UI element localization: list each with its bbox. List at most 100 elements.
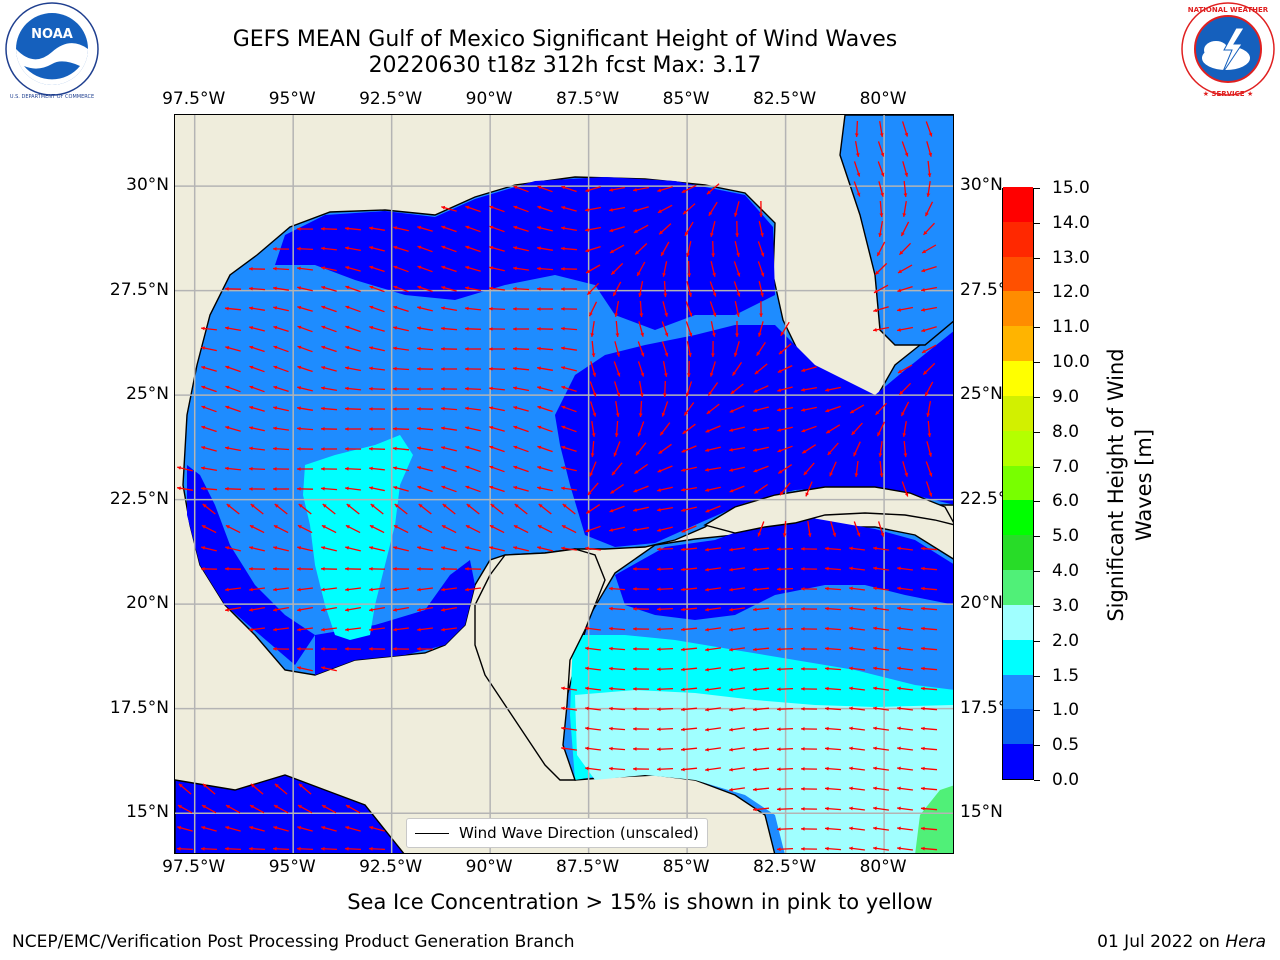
wave-direction-arrowhead	[856, 532, 861, 537]
wave-direction-arrowhead	[825, 666, 829, 671]
wave-direction-arrowhead	[921, 646, 925, 651]
wave-direction-arrowhead	[661, 252, 665, 256]
wave-direction-arrowhead	[825, 746, 829, 751]
wave-direction-arrowhead	[657, 687, 661, 692]
wave-direction-arrowhead	[513, 225, 518, 230]
wave-direction-arrowhead	[441, 627, 445, 632]
colorbar-tick-label: 10.0	[1052, 352, 1090, 373]
wave-direction-arrowhead	[851, 431, 856, 435]
colorbar-tick	[1034, 362, 1040, 364]
wave-direction-arrowhead	[897, 826, 901, 831]
wave-direction-arrowhead	[442, 504, 447, 508]
wave-direction-arrowhead	[393, 486, 398, 490]
wave-direction-arrowhead	[417, 525, 422, 529]
wave-direction-arrowhead	[249, 405, 254, 410]
wave-direction-arrowhead	[590, 453, 595, 457]
colorbar-tick-label: 13.0	[1052, 247, 1090, 268]
wave-direction-arrowhead	[873, 806, 877, 811]
wave-direction-arrowhead	[614, 313, 619, 317]
wave-direction-arrowhead	[273, 826, 278, 830]
wave-direction-arrowhead	[754, 370, 759, 375]
wave-direction-arrowhead	[441, 465, 446, 470]
wave-direction-arrowhead	[201, 425, 206, 430]
wave-direction-arrowhead	[225, 306, 229, 311]
wave-direction-arrowhead	[705, 727, 709, 732]
peak-waves-caribbean	[915, 785, 953, 853]
wave-direction-arrowhead	[683, 210, 687, 215]
wave-direction-arrowhead	[561, 366, 566, 370]
wave-direction-arrowhead	[417, 265, 422, 270]
wave-direction-arrowhead	[657, 567, 661, 572]
wave-direction-arrowhead	[778, 350, 783, 355]
wave-direction-arrowhead	[417, 225, 422, 230]
colorbar-tick	[1034, 640, 1040, 642]
wave-direction-arrowhead	[705, 767, 709, 772]
wave-direction-arrowhead	[513, 307, 517, 311]
wave-direction-arrowhead	[393, 305, 398, 310]
wave-direction-arrowhead	[736, 272, 741, 277]
wave-direction-arrowhead	[537, 346, 541, 351]
footer-date-text: 01 Jul 2022 on	[1097, 932, 1226, 952]
wave-direction-arrowhead	[904, 172, 909, 177]
wave-direction-arrowhead	[586, 269, 590, 273]
wave-direction-arrowhead	[297, 525, 302, 529]
wave-direction-arrowhead	[705, 587, 709, 592]
wave-direction-arrowhead	[369, 627, 373, 632]
wave-direction-arrowhead	[802, 449, 807, 454]
wave-direction-arrowhead	[465, 306, 469, 311]
wave-direction-arrowhead	[875, 270, 880, 275]
wave-direction-arrowhead	[873, 566, 877, 571]
wave-direction-arrowhead	[778, 469, 783, 474]
wave-direction-arrowhead	[465, 386, 469, 391]
wave-direction-arrowhead	[226, 805, 230, 809]
wave-direction-arrowhead	[561, 686, 565, 691]
wave-direction-arrowhead	[369, 346, 373, 350]
wave-direction-arrowhead	[417, 245, 422, 250]
wave-direction-arrowhead	[489, 525, 494, 529]
lat-label-left: 25°N	[126, 384, 169, 405]
wave-direction-arrowhead	[777, 827, 781, 832]
wave-direction-arrowhead	[369, 647, 373, 651]
wave-direction-arrowhead	[777, 747, 781, 752]
wave-direction-arrowhead	[705, 707, 709, 712]
colorbar-segment	[1003, 430, 1033, 466]
wave-direction-arrowhead	[780, 331, 785, 336]
footer-host: Hera	[1225, 932, 1266, 952]
wave-direction-arrowhead	[681, 647, 685, 652]
wave-direction-arrowhead	[685, 392, 690, 397]
wave-direction-arrowhead	[585, 746, 589, 751]
wave-direction-arrowhead	[561, 726, 565, 731]
wave-direction-arrowhead	[489, 327, 493, 331]
wave-direction-arrowhead	[875, 410, 880, 415]
wave-direction-arrowhead	[801, 847, 805, 851]
wave-direction-arrowhead	[777, 388, 782, 392]
wave-direction-arrowhead	[711, 353, 715, 357]
wave-direction-arrowhead	[825, 408, 830, 413]
wave-direction-arrowhead	[659, 230, 663, 235]
wave-direction-arrowhead	[298, 504, 303, 508]
wave-direction-arrowhead	[273, 546, 278, 550]
wave-direction-arrowhead	[901, 412, 905, 417]
wave-direction-arrowhead	[297, 846, 301, 851]
wave-direction-arrowhead	[513, 266, 517, 271]
wave-direction-arrowhead	[537, 226, 542, 230]
colorbar-tick	[1034, 605, 1040, 607]
wave-direction-arrowhead	[925, 392, 929, 397]
wave-direction-arrowhead	[609, 666, 613, 671]
wave-direction-arrowhead	[345, 266, 350, 270]
wave-direction-arrowhead	[729, 707, 733, 712]
wave-direction-arrowhead	[201, 567, 205, 571]
wave-direction-arrowhead	[273, 446, 277, 451]
wave-direction-arrowhead	[441, 567, 445, 571]
wave-direction-arrowhead	[873, 846, 877, 851]
wave-direction-arrowhead	[921, 307, 925, 312]
wave-direction-arrowhead	[321, 246, 325, 251]
wave-direction-arrowhead	[734, 212, 738, 217]
wave-direction-arrowhead	[928, 132, 933, 137]
wave-direction-arrowhead	[759, 313, 763, 317]
wave-direction-arrowhead	[849, 626, 853, 631]
wave-direction-arrowhead	[201, 346, 205, 350]
wave-direction-arrowhead	[609, 228, 614, 233]
wave-direction-arrowhead	[705, 747, 709, 752]
wave-direction-arrowhead	[754, 490, 759, 494]
